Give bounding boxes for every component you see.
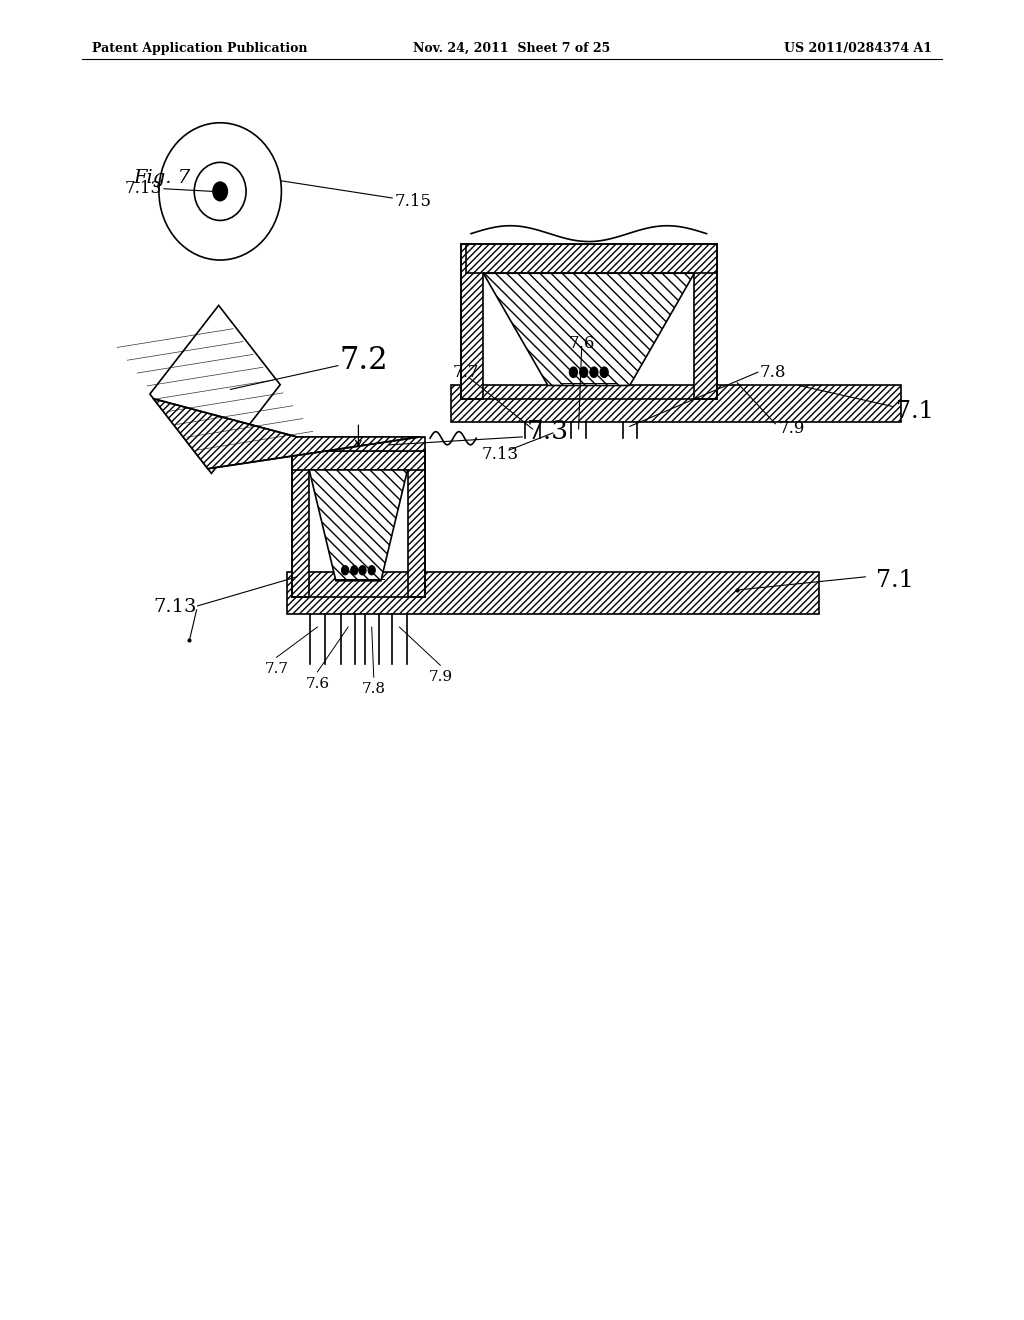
Text: 7.9: 7.9 <box>778 421 805 437</box>
Circle shape <box>213 182 227 201</box>
Circle shape <box>350 565 358 574</box>
Text: 7.7: 7.7 <box>264 663 289 676</box>
Polygon shape <box>150 305 281 474</box>
Bar <box>466 244 717 273</box>
Text: Nov. 24, 2011  Sheet 7 of 25: Nov. 24, 2011 Sheet 7 of 25 <box>414 42 610 55</box>
Bar <box>408 451 425 597</box>
Circle shape <box>569 367 578 378</box>
Circle shape <box>590 367 598 378</box>
Polygon shape <box>309 470 408 581</box>
Circle shape <box>580 367 588 378</box>
Text: 7.8: 7.8 <box>760 364 786 380</box>
Bar <box>292 437 425 451</box>
Text: 7.1: 7.1 <box>896 400 934 424</box>
Text: 7.9: 7.9 <box>428 671 453 684</box>
Text: Patent Application Publication: Patent Application Publication <box>92 42 307 55</box>
Text: 7.13: 7.13 <box>125 181 162 197</box>
Text: 7.2: 7.2 <box>339 345 388 376</box>
Text: 7.7: 7.7 <box>453 364 479 380</box>
Bar <box>461 244 483 399</box>
Bar <box>292 451 425 470</box>
Text: 7.6: 7.6 <box>568 335 595 351</box>
Text: 7.1: 7.1 <box>876 569 913 593</box>
Text: 7.13: 7.13 <box>154 598 197 616</box>
Ellipse shape <box>195 162 246 220</box>
Text: 7.13: 7.13 <box>481 446 518 462</box>
Bar <box>694 244 717 399</box>
Bar <box>461 244 717 399</box>
Bar <box>451 385 901 422</box>
Polygon shape <box>154 399 420 469</box>
Circle shape <box>600 367 608 378</box>
Circle shape <box>369 565 375 574</box>
Text: 7.8: 7.8 <box>361 682 386 696</box>
Text: Fig. 7: Fig. 7 <box>133 169 190 187</box>
Text: 7.6: 7.6 <box>305 677 330 690</box>
Bar <box>292 451 425 597</box>
Bar <box>292 451 309 597</box>
Ellipse shape <box>159 123 282 260</box>
Polygon shape <box>483 273 694 385</box>
Text: 7.3: 7.3 <box>526 420 569 444</box>
Text: US 2011/0284374 A1: US 2011/0284374 A1 <box>783 42 932 55</box>
Circle shape <box>341 565 348 574</box>
Circle shape <box>358 565 367 574</box>
Text: 7.15: 7.15 <box>394 194 431 210</box>
Bar <box>287 572 819 614</box>
